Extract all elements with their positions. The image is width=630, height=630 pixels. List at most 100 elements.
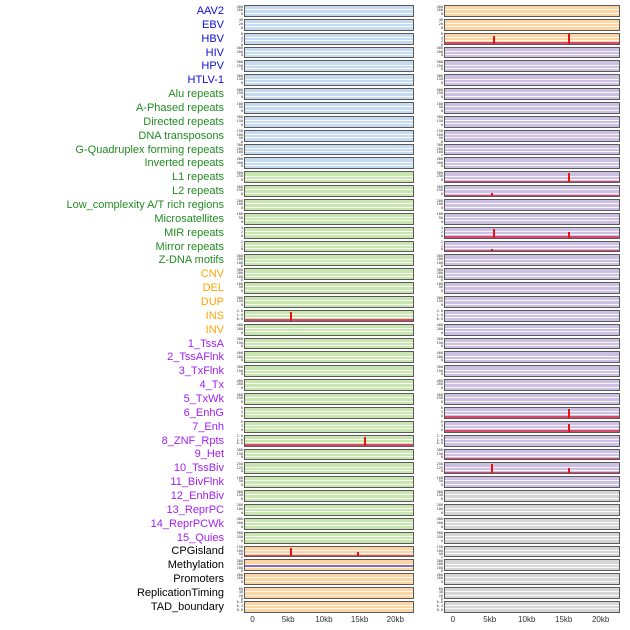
gridline [445, 580, 619, 582]
y-tick-label: 0 [440, 597, 443, 600]
y-tick-label: 60 [438, 586, 443, 591]
column-gap [414, 253, 430, 267]
y-tick-label: 0 [440, 289, 443, 294]
gridline [445, 539, 619, 541]
track-panel-right [444, 32, 620, 45]
gridline [445, 591, 619, 593]
x-axis-gap [414, 614, 444, 628]
column-gap [414, 461, 430, 475]
column-gap [414, 406, 430, 420]
gridline [445, 508, 619, 510]
x-tick-label: 10kb [518, 615, 536, 624]
x-tick-label: 15kb [554, 615, 573, 624]
y-axis-ticks-right: 500 250 0 [430, 170, 444, 184]
gridline [445, 92, 619, 94]
y-tick-label: 300 [236, 448, 243, 452]
y-axis-ticks-left: 400 200 0 [230, 378, 244, 392]
track-panel-right [444, 212, 620, 225]
gridline [245, 189, 413, 191]
track-row: HPV 500 250 0 500 250 0 [0, 59, 630, 73]
gridline [245, 151, 413, 153]
y-tick-label: 0 [240, 178, 243, 183]
y-tick-label: 0 [240, 580, 243, 585]
signal-spike [568, 173, 571, 183]
column-gap [414, 156, 430, 170]
x-tick-label: 5kb [281, 615, 295, 624]
column-gap [414, 600, 430, 614]
y-tick-label: 0 [240, 219, 243, 224]
gridline [445, 452, 619, 454]
gridline [245, 261, 413, 263]
y-tick-label: 0.4 [436, 604, 443, 609]
y-tick-label: 0 [240, 469, 243, 474]
gridline [245, 206, 413, 208]
row-label: L2 repeats [172, 185, 224, 198]
row-label: MIR repeats [164, 226, 224, 239]
track-panel-right [444, 462, 620, 475]
y-axis-ticks-left: 100 50 0 [230, 101, 244, 115]
y-tick-label: 0 [240, 95, 243, 99]
y-tick-label: 0 [240, 67, 243, 72]
y-tick-label: 0 [440, 427, 443, 432]
row-label: A-Phased repeats [135, 101, 224, 114]
y-tick-label: 2 [240, 229, 243, 234]
row-label: 10_TssBiv [173, 462, 224, 475]
y-tick-label: 4 [440, 226, 443, 231]
gridline [445, 466, 619, 468]
y-tick-label: 300 [436, 337, 443, 342]
y-tick-label: 400 [436, 4, 443, 9]
column-gap [414, 323, 430, 337]
y-tick-label: 0.0 [436, 441, 443, 446]
track-panel-left [244, 490, 414, 502]
gridline [445, 328, 619, 330]
row-label: HPV [201, 60, 224, 73]
y-axis-ticks-right: 400 200 0 [430, 156, 444, 170]
column-gap [414, 46, 430, 60]
y-axis-ticks-right: 400 200 0 [430, 350, 444, 364]
track-row: CPGisland 150 100 50 0 150 100 50 0 [0, 545, 630, 558]
track-rows: AAV2 400 200 0 400 200 0 EBV 40 20 0 40 20 0 HBV… [0, 4, 630, 614]
track-panel-right [444, 531, 620, 544]
y-tick-label: 150 [436, 299, 443, 304]
y-tick-label: 125 [436, 465, 443, 470]
column-gap [414, 4, 430, 18]
x-tick-label: 5kb [483, 615, 497, 624]
gridline [445, 594, 619, 596]
y-tick-label: 100 [236, 281, 243, 286]
y-axis-ticks-right: 400 200 0 [430, 46, 444, 60]
gridline [445, 303, 619, 305]
track-panel-right [444, 199, 620, 211]
y-axis-ticks-left: 250 125 0 [230, 461, 244, 475]
gridline [245, 386, 413, 388]
gridline [445, 36, 619, 38]
y-tick-label: 0 [440, 192, 443, 197]
track-row: 11_BivFlnk 100 50 0 100 50 0 [0, 475, 630, 489]
y-tick-label: 400 [236, 46, 243, 51]
gridline [245, 372, 413, 374]
y-axis-ticks-right: 250 125 0 [430, 461, 444, 475]
row-label: 15_Quies [176, 531, 224, 544]
column-gap [414, 503, 430, 517]
y-tick-label: 0 [240, 483, 243, 488]
track-panel-left [244, 143, 414, 156]
track-panel-right [444, 240, 620, 253]
y-axis-ticks-left: 300 150 0 [230, 73, 244, 87]
x-axis-right: 0 5kb 10kb 15kb 20kb [444, 614, 620, 628]
y-tick-label: 0 [440, 399, 443, 404]
y-tick-label: 0 [240, 358, 243, 363]
row-label: 7_Enh [192, 420, 224, 433]
gridline [245, 12, 413, 14]
track-panel-right [444, 490, 620, 502]
row-label: 13_ReprPC [166, 503, 224, 516]
track-row: 8_ZNF_Rpts 2.0 1.0 0.0 2.0 1.0 0.0 [0, 434, 630, 448]
y-tick-label: 100 [436, 565, 443, 570]
y-tick-label: 100 [436, 150, 443, 155]
y-tick-label: 0.0 [436, 316, 443, 321]
y-axis-ticks-left: 500 250 0 [230, 531, 244, 545]
track-panel-left [244, 102, 414, 114]
y-tick-label: 0 [440, 139, 443, 143]
y-axis-ticks-left: 100 50 0 [230, 212, 244, 226]
gridline [445, 511, 619, 513]
